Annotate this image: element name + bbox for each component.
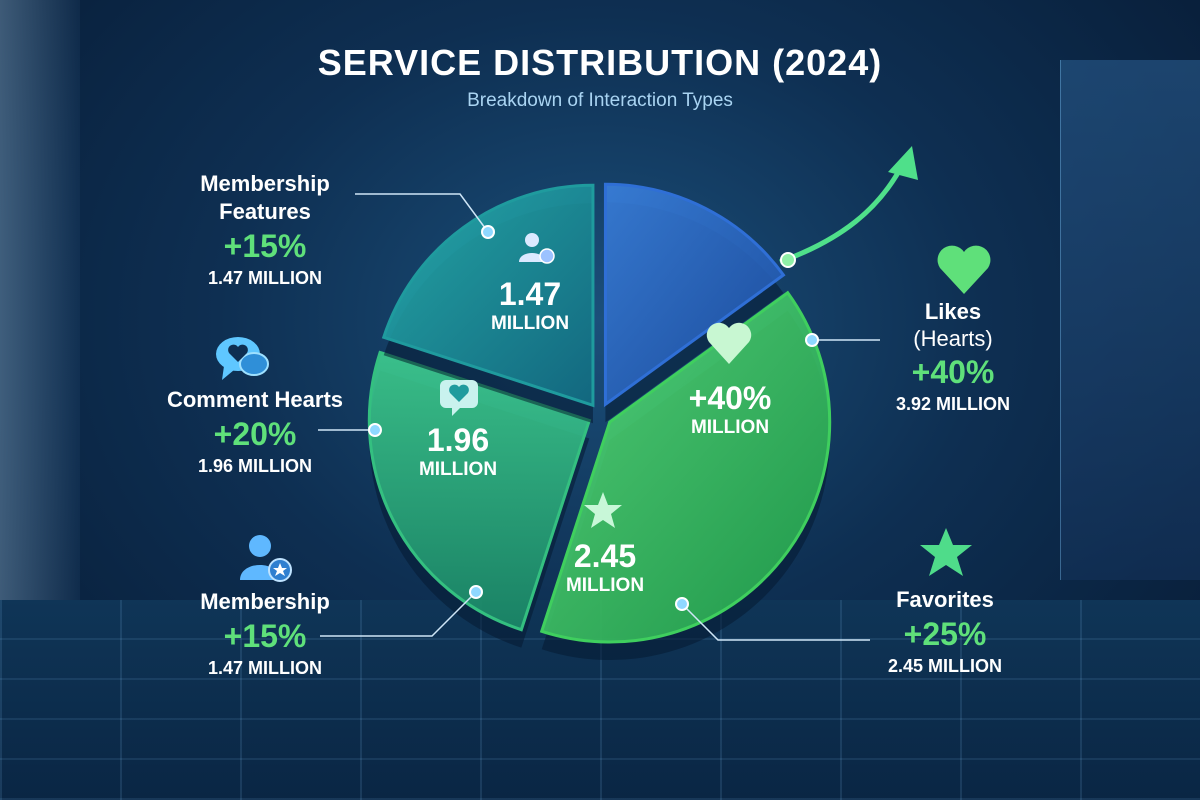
pie-slice-likes — [539, 290, 832, 644]
label-growth: +15% — [223, 618, 307, 654]
user-badge-icon — [519, 233, 555, 264]
slice-value: 2.45 — [573, 538, 637, 574]
leader-membership — [320, 591, 477, 637]
slice-unit: MILLION — [690, 417, 770, 438]
user-star-icon — [240, 535, 292, 582]
label-name-sub: (Hearts) — [913, 326, 993, 351]
label-amount: 2.45 MILLION — [887, 656, 1003, 676]
heart-message-icon — [440, 380, 478, 416]
trend-arrow-head — [888, 146, 918, 180]
slice-label-favorites: 2.45 MILLION — [540, 538, 670, 598]
label-amount: 1.47 MILLION — [207, 268, 323, 288]
slice-value: +40% — [688, 380, 772, 416]
favorites-star-icon — [920, 528, 972, 576]
label-name: Favorites — [896, 587, 994, 612]
slice-unit: MILLION — [418, 459, 498, 480]
leader-membership-features-dot — [481, 225, 495, 239]
chart-subtitle: Breakdown of Interaction Types — [467, 90, 733, 111]
label-amount: 1.47 MILLION — [207, 658, 323, 678]
background-window — [0, 0, 80, 620]
leader-membership-dot — [469, 585, 483, 599]
slice-label-membership-features: 1.47 MILLION — [470, 276, 590, 336]
label-growth: +40% — [911, 354, 995, 390]
pie-slice-favorites — [367, 350, 592, 632]
label-growth: +15% — [223, 228, 307, 264]
label-growth: +25% — [903, 616, 987, 652]
slice-label-comment-hearts: 1.96 MILLION — [398, 422, 518, 482]
likes-heart-icon — [937, 245, 991, 294]
heart-icon — [706, 322, 752, 364]
label-name: Membership — [200, 589, 330, 614]
label-growth: +20% — [213, 416, 297, 452]
slice-value: 1.47 — [498, 276, 562, 312]
label-name: Comment Hearts — [166, 387, 344, 412]
trend-arrow — [779, 158, 908, 265]
leader-membership-features — [355, 193, 489, 233]
leader-likes-dot — [805, 333, 819, 347]
chart-title: SERVICE DISTRIBUTION (2024) — [317, 42, 883, 83]
label-amount: 1.96 MILLION — [197, 456, 313, 476]
label-membership-features: Membership Features +15% 1.47 MILLION — [170, 170, 360, 290]
pie-slice-membership-features — [603, 182, 786, 408]
slice-unit: MILLION — [565, 575, 645, 596]
background-dashboard-screen — [1060, 60, 1200, 580]
label-likes: Likes (Hearts) +40% 3.92 MILLION — [868, 298, 1038, 416]
label-name: Likes — [924, 299, 982, 324]
star-icon — [584, 492, 622, 528]
leader-favorites — [681, 603, 870, 641]
chat-heart-icon — [216, 337, 269, 380]
slice-unit: MILLION — [490, 313, 570, 334]
label-favorites: Favorites +25% 2.45 MILLION — [860, 586, 1030, 678]
label-amount: 3.92 MILLION — [895, 394, 1011, 414]
label-comment-hearts: Comment Hearts +20% 1.96 MILLION — [155, 386, 355, 478]
label-membership: Membership +15% 1.47 MILLION — [165, 588, 365, 680]
leader-comment-hearts-dot — [368, 423, 382, 437]
trend-arrow-dot — [780, 252, 796, 268]
slice-label-likes: +40% MILLION — [660, 380, 800, 440]
leader-favorites-dot — [675, 597, 689, 611]
pie-slice-comment-hearts — [381, 183, 595, 408]
slice-value: 1.96 — [426, 422, 490, 458]
label-name: Membership Features — [200, 171, 330, 224]
